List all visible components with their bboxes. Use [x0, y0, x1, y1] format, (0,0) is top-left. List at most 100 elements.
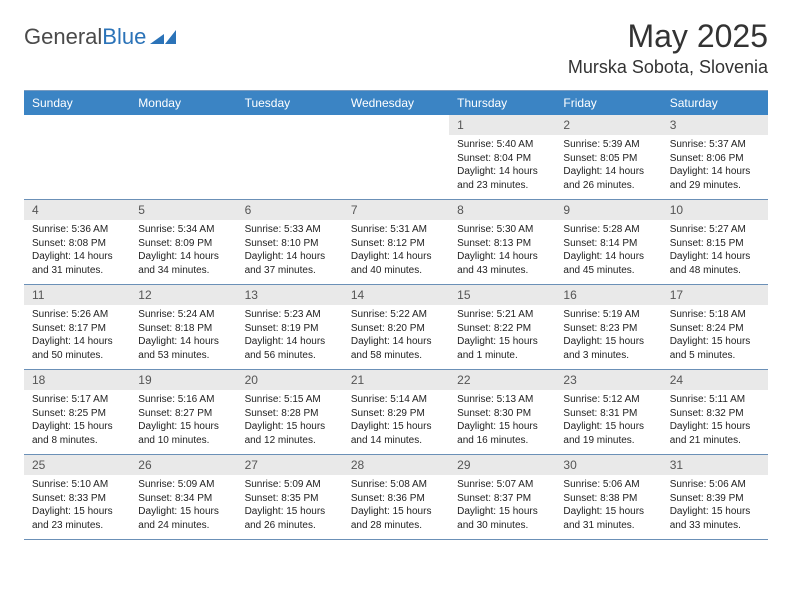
day-cell	[237, 115, 343, 199]
daylight-text: Daylight: 15 hours and 16 minutes.	[457, 420, 547, 447]
day-cell: 17Sunrise: 5:18 AMSunset: 8:24 PMDayligh…	[662, 285, 768, 369]
sunset-text: Sunset: 8:15 PM	[670, 237, 760, 251]
daylight-text: Daylight: 15 hours and 1 minute.	[457, 335, 547, 362]
day-number: 5	[130, 200, 236, 220]
day-cell: 26Sunrise: 5:09 AMSunset: 8:34 PMDayligh…	[130, 455, 236, 539]
dow-cell: Tuesday	[237, 91, 343, 115]
day-body: Sunrise: 5:08 AMSunset: 8:36 PMDaylight:…	[343, 475, 449, 538]
day-cell: 28Sunrise: 5:08 AMSunset: 8:36 PMDayligh…	[343, 455, 449, 539]
sunset-text: Sunset: 8:17 PM	[32, 322, 122, 336]
day-cell: 14Sunrise: 5:22 AMSunset: 8:20 PMDayligh…	[343, 285, 449, 369]
day-number: 22	[449, 370, 555, 390]
daylight-text: Daylight: 14 hours and 37 minutes.	[245, 250, 335, 277]
day-body: Sunrise: 5:22 AMSunset: 8:20 PMDaylight:…	[343, 305, 449, 368]
day-cell: 21Sunrise: 5:14 AMSunset: 8:29 PMDayligh…	[343, 370, 449, 454]
brand-name-b: Blue	[102, 24, 146, 50]
sunset-text: Sunset: 8:13 PM	[457, 237, 547, 251]
day-number: 23	[555, 370, 661, 390]
sunrise-text: Sunrise: 5:26 AM	[32, 308, 122, 322]
day-number: 31	[662, 455, 768, 475]
day-number: 25	[24, 455, 130, 475]
sunset-text: Sunset: 8:22 PM	[457, 322, 547, 336]
sunset-text: Sunset: 8:37 PM	[457, 492, 547, 506]
day-cell: 16Sunrise: 5:19 AMSunset: 8:23 PMDayligh…	[555, 285, 661, 369]
sunrise-text: Sunrise: 5:07 AM	[457, 478, 547, 492]
day-cell: 7Sunrise: 5:31 AMSunset: 8:12 PMDaylight…	[343, 200, 449, 284]
sunrise-text: Sunrise: 5:09 AM	[245, 478, 335, 492]
dow-cell: Monday	[130, 91, 236, 115]
day-number: 21	[343, 370, 449, 390]
sunrise-text: Sunrise: 5:10 AM	[32, 478, 122, 492]
day-number: 18	[24, 370, 130, 390]
day-number: 19	[130, 370, 236, 390]
sunrise-text: Sunrise: 5:13 AM	[457, 393, 547, 407]
sunrise-text: Sunrise: 5:39 AM	[563, 138, 653, 152]
daylight-text: Daylight: 14 hours and 53 minutes.	[138, 335, 228, 362]
sunrise-text: Sunrise: 5:33 AM	[245, 223, 335, 237]
day-body: Sunrise: 5:23 AMSunset: 8:19 PMDaylight:…	[237, 305, 343, 368]
day-number: 20	[237, 370, 343, 390]
day-number: 10	[662, 200, 768, 220]
sunset-text: Sunset: 8:18 PM	[138, 322, 228, 336]
day-number: 29	[449, 455, 555, 475]
dow-cell: Wednesday	[343, 91, 449, 115]
sunset-text: Sunset: 8:14 PM	[563, 237, 653, 251]
sunset-text: Sunset: 8:19 PM	[245, 322, 335, 336]
day-body: Sunrise: 5:24 AMSunset: 8:18 PMDaylight:…	[130, 305, 236, 368]
daylight-text: Daylight: 14 hours and 34 minutes.	[138, 250, 228, 277]
sunrise-text: Sunrise: 5:37 AM	[670, 138, 760, 152]
day-cell: 31Sunrise: 5:06 AMSunset: 8:39 PMDayligh…	[662, 455, 768, 539]
brand-logo: GeneralBlue	[24, 18, 176, 50]
day-cell: 20Sunrise: 5:15 AMSunset: 8:28 PMDayligh…	[237, 370, 343, 454]
sunrise-text: Sunrise: 5:12 AM	[563, 393, 653, 407]
day-body: Sunrise: 5:18 AMSunset: 8:24 PMDaylight:…	[662, 305, 768, 368]
sunset-text: Sunset: 8:27 PM	[138, 407, 228, 421]
day-number: 24	[662, 370, 768, 390]
day-number: 13	[237, 285, 343, 305]
day-cell: 15Sunrise: 5:21 AMSunset: 8:22 PMDayligh…	[449, 285, 555, 369]
day-body: Sunrise: 5:12 AMSunset: 8:31 PMDaylight:…	[555, 390, 661, 453]
day-body: Sunrise: 5:27 AMSunset: 8:15 PMDaylight:…	[662, 220, 768, 283]
daylight-text: Daylight: 14 hours and 31 minutes.	[32, 250, 122, 277]
daylight-text: Daylight: 15 hours and 3 minutes.	[563, 335, 653, 362]
day-number: 1	[449, 115, 555, 135]
day-body: Sunrise: 5:09 AMSunset: 8:35 PMDaylight:…	[237, 475, 343, 538]
sunset-text: Sunset: 8:34 PM	[138, 492, 228, 506]
location: Murska Sobota, Slovenia	[568, 57, 768, 78]
brand-name-a: General	[24, 24, 102, 50]
day-body: Sunrise: 5:13 AMSunset: 8:30 PMDaylight:…	[449, 390, 555, 453]
day-cell: 18Sunrise: 5:17 AMSunset: 8:25 PMDayligh…	[24, 370, 130, 454]
day-body: Sunrise: 5:40 AMSunset: 8:04 PMDaylight:…	[449, 135, 555, 198]
day-cell: 30Sunrise: 5:06 AMSunset: 8:38 PMDayligh…	[555, 455, 661, 539]
daylight-text: Daylight: 14 hours and 23 minutes.	[457, 165, 547, 192]
week-row: 1Sunrise: 5:40 AMSunset: 8:04 PMDaylight…	[24, 115, 768, 200]
sunrise-text: Sunrise: 5:22 AM	[351, 308, 441, 322]
sunrise-text: Sunrise: 5:23 AM	[245, 308, 335, 322]
day-body: Sunrise: 5:39 AMSunset: 8:05 PMDaylight:…	[555, 135, 661, 198]
daylight-text: Daylight: 14 hours and 43 minutes.	[457, 250, 547, 277]
day-body: Sunrise: 5:37 AMSunset: 8:06 PMDaylight:…	[662, 135, 768, 198]
sunset-text: Sunset: 8:31 PM	[563, 407, 653, 421]
day-number: 16	[555, 285, 661, 305]
week-row: 25Sunrise: 5:10 AMSunset: 8:33 PMDayligh…	[24, 455, 768, 540]
sunrise-text: Sunrise: 5:36 AM	[32, 223, 122, 237]
sunrise-text: Sunrise: 5:18 AM	[670, 308, 760, 322]
month-title: May 2025	[568, 18, 768, 55]
sunrise-text: Sunrise: 5:16 AM	[138, 393, 228, 407]
dow-cell: Thursday	[449, 91, 555, 115]
sunset-text: Sunset: 8:30 PM	[457, 407, 547, 421]
dow-cell: Sunday	[24, 91, 130, 115]
daylight-text: Daylight: 15 hours and 14 minutes.	[351, 420, 441, 447]
sunset-text: Sunset: 8:33 PM	[32, 492, 122, 506]
sunrise-text: Sunrise: 5:27 AM	[670, 223, 760, 237]
daylight-text: Daylight: 15 hours and 21 minutes.	[670, 420, 760, 447]
sunset-text: Sunset: 8:25 PM	[32, 407, 122, 421]
day-number: 15	[449, 285, 555, 305]
sunset-text: Sunset: 8:35 PM	[245, 492, 335, 506]
daylight-text: Daylight: 14 hours and 50 minutes.	[32, 335, 122, 362]
day-body: Sunrise: 5:36 AMSunset: 8:08 PMDaylight:…	[24, 220, 130, 283]
dow-row: SundayMondayTuesdayWednesdayThursdayFrid…	[24, 91, 768, 115]
daylight-text: Daylight: 14 hours and 29 minutes.	[670, 165, 760, 192]
day-body: Sunrise: 5:19 AMSunset: 8:23 PMDaylight:…	[555, 305, 661, 368]
sunrise-text: Sunrise: 5:24 AM	[138, 308, 228, 322]
